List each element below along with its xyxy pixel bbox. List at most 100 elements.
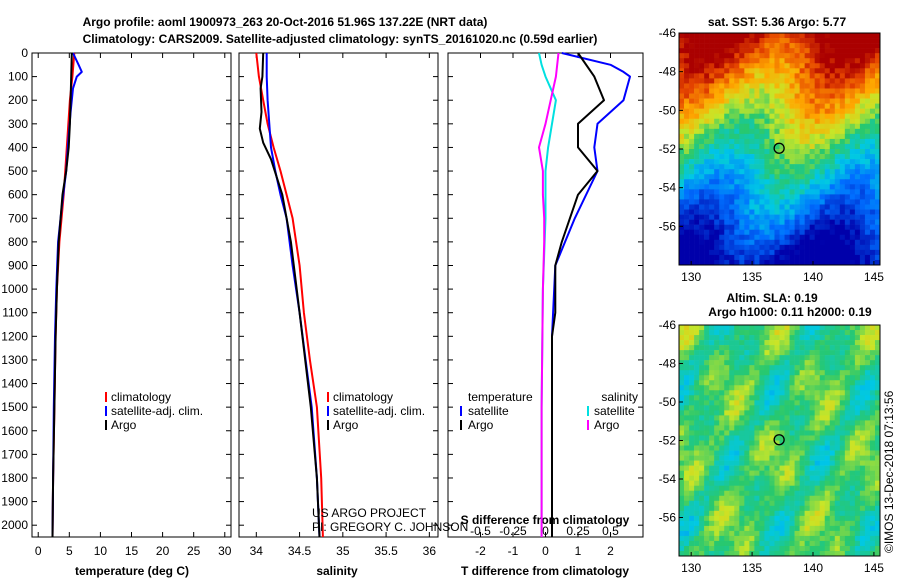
map-cell [759,505,765,512]
map-cell [799,365,805,371]
map-cell [814,254,820,261]
map-cell [719,209,725,215]
map-cell [719,103,725,109]
map-cell [764,149,770,155]
map-cell [869,229,876,236]
map-cell [724,159,730,165]
map-cell [824,410,831,416]
map-cell [854,360,861,366]
map-cell [779,415,785,421]
map-cell [744,410,750,416]
map-cell [739,415,745,421]
map-cell [764,159,770,165]
map-cell [719,38,725,44]
map-cell [694,249,700,256]
map-cell [734,465,740,471]
map-cell [809,53,815,59]
map-cell [819,88,826,94]
map-cell [764,143,770,150]
map-cell [804,88,810,94]
map-cell [684,224,690,230]
map-cell [789,154,795,160]
map-cell [814,460,820,466]
map-cell [794,530,800,537]
map-cell [869,545,876,552]
map-cell [849,88,856,94]
map-cell [749,325,755,331]
map-cell [784,535,790,542]
map-cell [744,470,750,476]
map-cell [854,149,861,155]
map-cell [804,43,810,49]
map-cell [849,214,856,220]
map-cell [869,159,876,165]
map-cell [844,113,851,120]
map-cell [794,234,800,241]
map-cell [729,169,735,175]
map-cell [864,370,871,376]
map-cell [839,435,846,441]
map-cell [849,133,856,140]
map-cell [679,53,685,59]
map-cell [689,138,695,145]
map-cell [734,138,740,145]
map-cell [749,535,755,542]
map-cell [844,435,851,441]
map-cell [749,123,755,130]
map-cell [789,53,795,59]
map-cell [849,249,856,256]
map-cell [779,410,785,416]
map-cell [864,53,871,59]
map-cell [734,38,740,44]
map-cell [729,244,735,251]
map-cell [739,545,745,552]
map-cell [829,340,836,346]
map-cell [684,179,690,185]
map-cell [729,234,735,241]
map-cell [809,174,815,180]
map-cell [839,93,846,99]
map-cell [724,425,730,431]
map-cell [679,355,685,361]
map-cell [869,133,876,140]
map-cell [864,505,871,512]
map-cell [739,445,745,451]
map-cell [849,505,856,512]
map-cell [774,53,780,59]
map-cell [874,254,881,261]
map-cell [759,440,765,446]
map-cell [824,470,831,476]
map-cell [724,179,730,185]
map-cell [854,535,861,542]
map-cell [789,400,795,406]
map-cell [764,540,770,547]
map-cell [829,199,836,205]
map-cell [749,33,755,39]
map-cell [794,113,800,120]
map-cell [699,335,705,341]
map-cell [749,169,755,175]
map-cell [689,430,695,436]
map-cell [869,204,876,210]
map-cell [714,505,720,512]
map-cell [719,420,725,426]
map-cell [749,360,755,366]
map-cell [699,254,705,261]
map-cell [704,159,710,165]
map-cell [694,143,700,150]
map-cell [724,123,730,130]
map-cell [759,530,765,537]
map-cell [699,535,705,542]
map-cell [719,490,725,497]
map-cell [854,480,861,486]
map-cell [874,133,881,140]
map-cell [759,390,765,396]
map-cell [724,380,730,386]
map-cell [759,370,765,376]
map-cell [829,430,836,436]
map-cell [764,420,770,426]
map-cell [859,495,866,502]
map-cell [809,385,815,391]
map-cell [864,540,871,547]
map-cell [834,259,841,266]
